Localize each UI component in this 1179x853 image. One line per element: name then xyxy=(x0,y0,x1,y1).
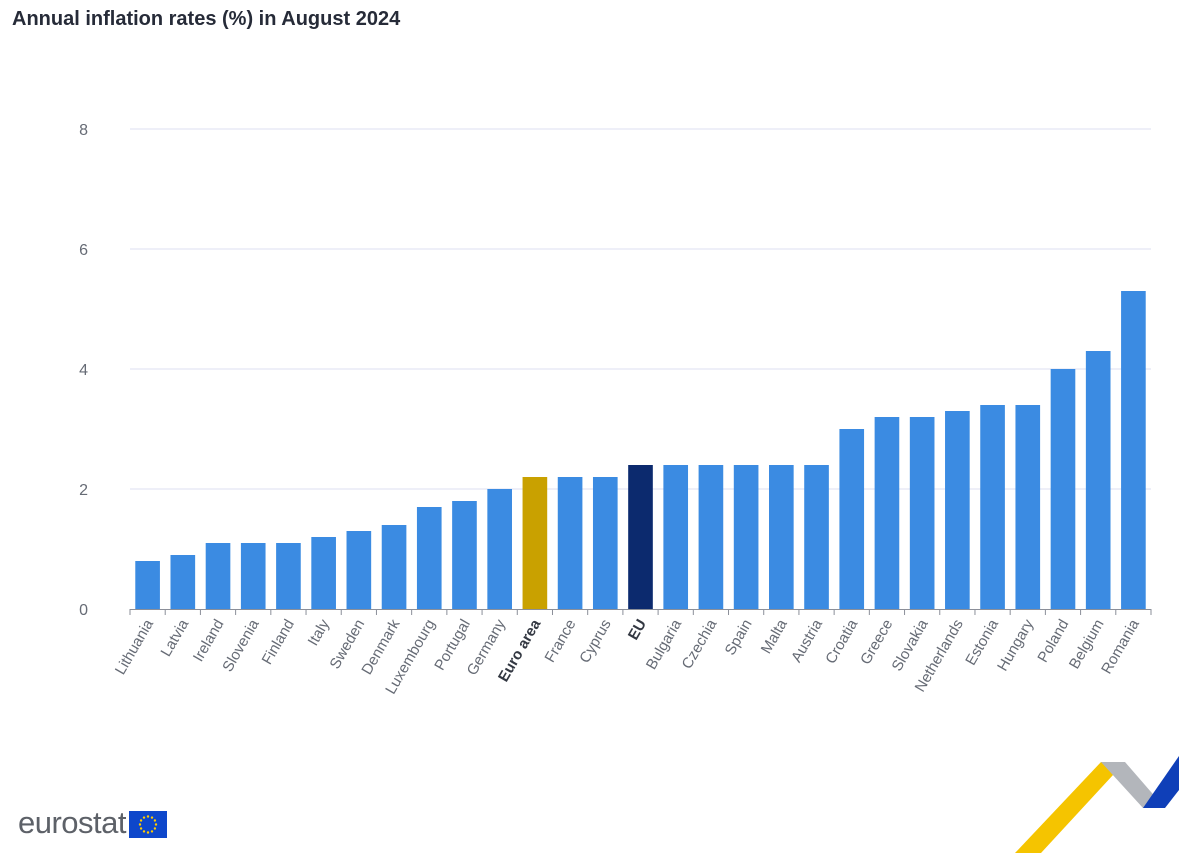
bars xyxy=(135,291,1146,609)
flag-star xyxy=(153,826,157,830)
x-tick-label: EU xyxy=(625,617,650,644)
bar-slovenia[interactable] xyxy=(240,543,266,609)
x-axis xyxy=(129,609,1152,615)
flag-star xyxy=(150,815,154,819)
x-tick-label: Croatia xyxy=(822,616,861,667)
flag-star xyxy=(150,829,154,833)
bar-luxembourg[interactable] xyxy=(416,507,442,609)
bar-finland[interactable] xyxy=(276,543,301,609)
bar-spain[interactable] xyxy=(733,465,759,609)
y-tick-label: 0 xyxy=(79,602,88,619)
bar-eu[interactable] xyxy=(628,465,653,609)
x-tick-label: Ireland xyxy=(190,617,228,665)
chart-title: Annual inflation rates (%) in August 202… xyxy=(12,8,401,30)
eurostat-arrow-icon xyxy=(1015,756,1179,853)
x-tick-label: Czechia xyxy=(679,616,721,672)
bar-cyprus[interactable] xyxy=(592,477,618,609)
flag-star xyxy=(146,814,150,818)
x-tick-label: Finland xyxy=(259,617,298,668)
bar-slovakia[interactable] xyxy=(909,417,935,609)
bar-germany[interactable] xyxy=(487,489,512,609)
flag-star xyxy=(153,818,157,822)
eu-flag-icon xyxy=(129,810,168,838)
bar-chart: 0 2 4 6 8 Lithuania LatviaIrelandSloveniaFinl… xyxy=(79,122,1152,697)
x-tick-label: Malta xyxy=(758,616,791,657)
bar-belgium[interactable] xyxy=(1085,351,1111,609)
flag-star xyxy=(154,822,158,826)
bar-denmark[interactable] xyxy=(381,525,407,609)
bar-malta[interactable] xyxy=(769,465,794,609)
x-tick-label: France xyxy=(541,617,579,666)
bar-bulgaria[interactable] xyxy=(663,465,689,609)
x-tick-label: Latvia xyxy=(158,616,193,660)
y-tick-label: 6 xyxy=(79,242,88,259)
bar-romania[interactable] xyxy=(1121,291,1146,609)
brand-name: eurostat xyxy=(18,805,127,840)
x-tick-label: Greece xyxy=(857,617,896,668)
bar-estonia[interactable] xyxy=(980,405,1005,609)
bar-lithuania[interactable] xyxy=(135,561,160,609)
bar-greece[interactable] xyxy=(874,417,900,609)
flag-star xyxy=(142,815,146,819)
x-tick-label: Spain xyxy=(722,617,756,659)
x-tick-label: Italy xyxy=(305,616,334,649)
flag-star xyxy=(139,826,143,830)
bar-hungary[interactable] xyxy=(1015,405,1041,609)
y-tick-label: 2 xyxy=(79,482,88,499)
bar-latvia[interactable] xyxy=(170,555,196,609)
flag-star xyxy=(139,818,143,822)
y-tick-label: 8 xyxy=(79,122,88,139)
flag-star xyxy=(142,829,146,833)
y-tick-label: 4 xyxy=(79,362,88,379)
x-tick-label: Cyprus xyxy=(576,617,614,667)
bar-netherlands[interactable] xyxy=(945,411,970,609)
flag-star xyxy=(146,830,150,834)
y-axis-labels: 0 2 4 6 8 xyxy=(79,122,88,619)
bar-austria[interactable] xyxy=(804,465,829,609)
bar-poland[interactable] xyxy=(1050,369,1076,609)
x-tick-label: Lithuania xyxy=(112,616,157,678)
bar-euro-area[interactable] xyxy=(522,477,548,609)
x-tick-label: Poland xyxy=(1034,617,1072,666)
bar-czechia[interactable] xyxy=(698,465,724,609)
bar-sweden[interactable] xyxy=(346,531,372,609)
bar-italy[interactable] xyxy=(311,537,336,609)
bar-ireland[interactable] xyxy=(205,543,231,609)
bar-portugal[interactable] xyxy=(452,501,477,609)
flag-star xyxy=(138,822,142,826)
x-tick-label: Austria xyxy=(788,616,826,665)
eurostat-brand: eurostat xyxy=(18,805,168,840)
bar-france[interactable] xyxy=(557,477,583,609)
bar-croatia[interactable] xyxy=(839,429,865,609)
